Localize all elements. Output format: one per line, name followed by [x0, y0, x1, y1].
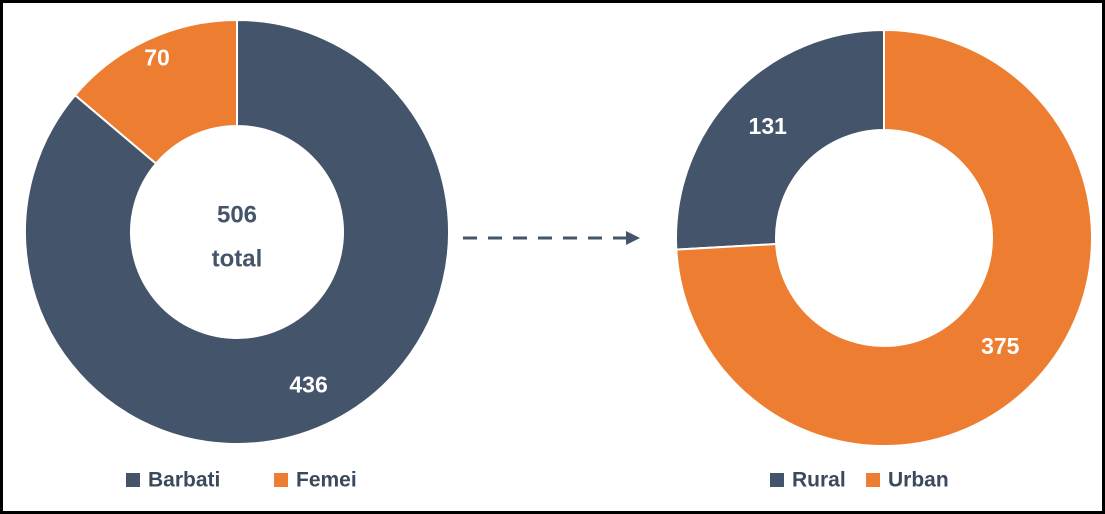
legend-label: Rural: [792, 469, 846, 492]
data-label: 70: [144, 45, 170, 71]
legend-label: Femei: [296, 469, 357, 492]
donut-segment: [24, 18, 450, 445]
center-value: 506: [217, 201, 257, 228]
legend-swatch: [274, 473, 288, 487]
legend-swatch: [126, 473, 140, 487]
center-label: total: [212, 245, 263, 272]
arrow-head: [626, 231, 640, 245]
data-label: 131: [749, 113, 788, 139]
data-label: 375: [981, 333, 1020, 359]
donut-segment: [675, 28, 885, 251]
donut-segment: [73, 18, 238, 165]
legend-label: Urban: [888, 469, 949, 492]
legend-swatch: [866, 473, 880, 487]
legend-label: Barbati: [148, 469, 220, 492]
legend-swatch: [770, 473, 784, 487]
donut-segment: [675, 28, 1093, 447]
data-label: 436: [289, 371, 327, 397]
